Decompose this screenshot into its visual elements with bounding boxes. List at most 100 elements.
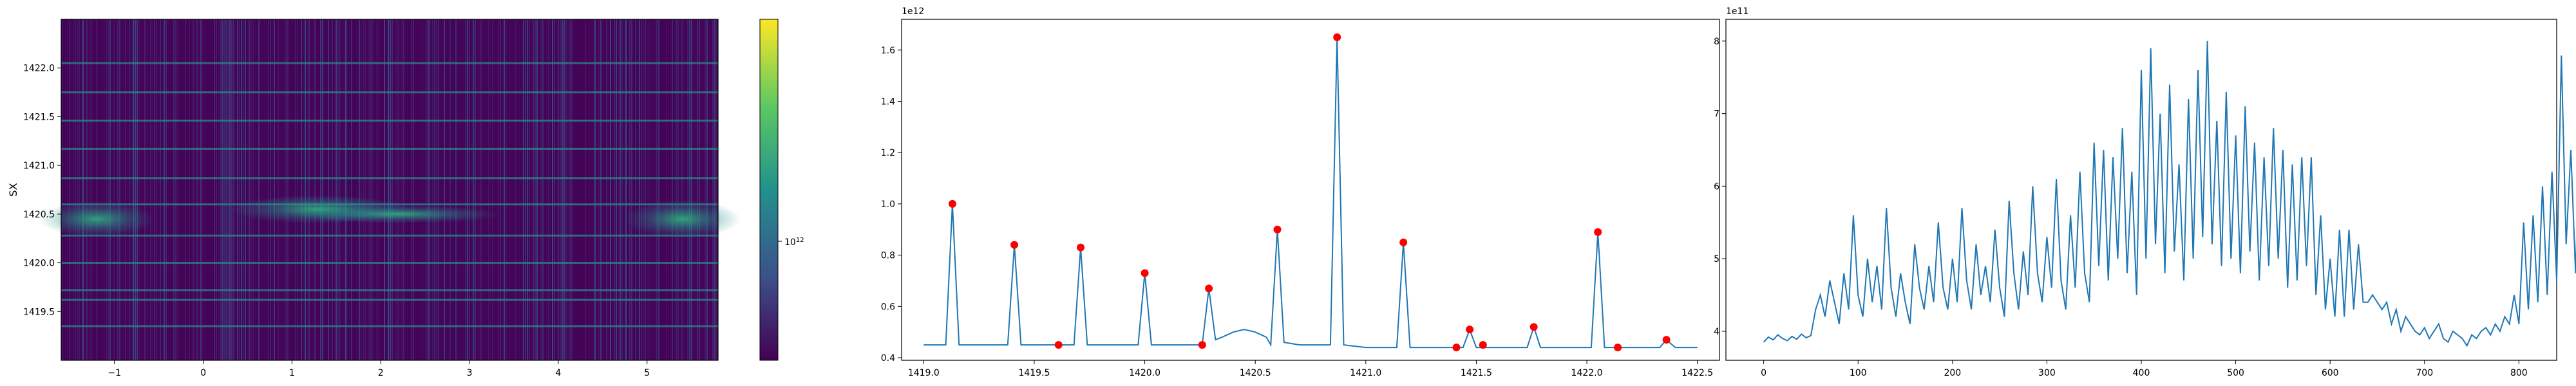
heatmap-column-band <box>251 19 252 360</box>
heatmap-column-band <box>339 19 341 360</box>
heatmap-column-band <box>235 19 236 360</box>
heatmap-column-band <box>621 19 623 360</box>
peak-marker <box>1530 323 1538 331</box>
heatmap-bright-row <box>61 119 718 122</box>
heatmap-column-band <box>368 19 370 360</box>
heatmap-column-band <box>666 19 667 360</box>
heatmap-column-band <box>330 19 331 360</box>
heatmap-column-band <box>202 19 204 360</box>
peaks-y-tick-label: 1.2 <box>881 148 895 158</box>
heatmap-column-band <box>511 19 513 360</box>
heatmap-column-band <box>695 19 696 360</box>
heatmap-column-band <box>361 19 362 360</box>
heatmap-column-band <box>245 19 246 360</box>
heatmap-column-band <box>297 19 298 360</box>
heatmap-column-band <box>560 19 561 360</box>
series-x-tick-label: 0 <box>1761 368 1766 378</box>
series-x-axis: 0 100 200 300 400 500 600 700 800 <box>1761 360 2528 378</box>
heatmap-column-band <box>272 19 273 360</box>
heatmap-column-band <box>428 19 430 360</box>
heatmap-column-band <box>289 19 290 360</box>
heatmap-column-band <box>281 19 283 360</box>
heatmap-column-band <box>585 19 586 360</box>
heatmap-column-band <box>395 19 397 360</box>
heatmap-column-band <box>602 19 603 360</box>
heatmap-hot-spot <box>295 205 502 223</box>
heatmap-bright-row <box>61 91 718 94</box>
heatmap-column-band <box>108 19 109 360</box>
heatmap-column-band <box>641 19 642 360</box>
series-x-tick-label: 500 <box>2227 368 2244 378</box>
heatmap-column-band <box>106 19 107 360</box>
heatmap-column-band <box>129 19 130 360</box>
heatmap-column-band <box>222 19 223 360</box>
heatmap-column-band <box>714 19 715 360</box>
colorbar-frame <box>759 19 779 361</box>
heatmap-column-band <box>598 19 600 360</box>
peak-marker <box>1198 341 1206 349</box>
series-x-tick-label: 200 <box>1944 368 1961 378</box>
heatmap-column-band <box>388 19 389 360</box>
heatmap-hot-spot <box>39 201 155 237</box>
heatmap-column-band <box>142 19 144 360</box>
heatmap-column-band <box>214 19 215 360</box>
heatmap-column-band <box>556 19 557 360</box>
heatmap-x-tick-label: −1 <box>108 368 121 378</box>
heatmap-column-band <box>507 19 509 360</box>
series-x-tick-label: 400 <box>2133 368 2150 378</box>
heatmap-column-band <box>254 19 256 360</box>
heatmap-column-band <box>210 19 211 360</box>
heatmap-column-band <box>424 19 426 360</box>
peak-marker <box>1054 341 1063 349</box>
heatmap-column-band <box>482 19 484 360</box>
peak-marker <box>1273 225 1282 234</box>
heatmap-column-band <box>401 19 402 360</box>
heatmap-column-band <box>133 19 134 360</box>
heatmap-column-band <box>318 19 319 360</box>
heatmap-column-band <box>504 19 505 360</box>
colorbar-tick-label: 1012 <box>784 237 804 248</box>
heatmap-column-band <box>450 19 451 360</box>
heatmap-column-band <box>189 19 190 360</box>
heatmap-column-band <box>706 19 708 360</box>
heatmap-column-band <box>82 19 84 360</box>
heatmap-column-band <box>676 19 677 360</box>
heatmap-column-band <box>169 19 171 360</box>
heatmap-y-tick-label: 1421.5 <box>23 112 55 122</box>
peak-marker <box>948 199 956 208</box>
heatmap-column-band <box>492 19 493 360</box>
series-y-tick-label: 8 <box>1714 37 1719 47</box>
heatmap-column-band <box>366 19 368 360</box>
heatmap-hot-spots <box>39 195 741 239</box>
heatmap-y-tick-label: 1421.0 <box>23 161 55 171</box>
heatmap-column-band <box>618 19 619 360</box>
heatmap-column-band <box>500 19 501 360</box>
peak-marker <box>1594 228 1602 236</box>
heatmap-column-band <box>274 19 275 360</box>
heatmap-column-band <box>326 19 327 360</box>
heatmap-column-band <box>705 19 706 360</box>
heatmap-column-band <box>426 19 428 360</box>
peak-marker <box>1399 238 1408 246</box>
heatmap-column-band <box>631 19 632 360</box>
heatmap-column-band <box>308 19 310 360</box>
heatmap-column-band <box>691 19 692 360</box>
series-x-tick-label: 600 <box>2322 368 2339 378</box>
heatmap-column-band <box>86 19 88 360</box>
heatmap-column-band <box>535 19 536 360</box>
heatmap-column-band <box>382 19 383 360</box>
heatmap-column-band <box>79 19 80 360</box>
heatmap-column-band <box>542 19 544 360</box>
heatmap-column-band <box>681 19 683 360</box>
heatmap-column-band <box>365 19 366 360</box>
heatmap-column-band <box>65 19 66 360</box>
heatmap-column-band <box>92 19 93 360</box>
peaks-x-tick-label: 1420.5 <box>1240 368 1271 378</box>
heatmap-column-band <box>299 19 300 360</box>
heatmap-column-band <box>384 19 385 360</box>
heatmap-x-tick-label: 2 <box>378 368 384 378</box>
peaks-y-tick-label: 1.4 <box>881 97 895 107</box>
heatmap-column-band <box>457 19 459 360</box>
heatmap-column-band <box>393 19 395 360</box>
heatmap-column-band <box>687 19 688 360</box>
